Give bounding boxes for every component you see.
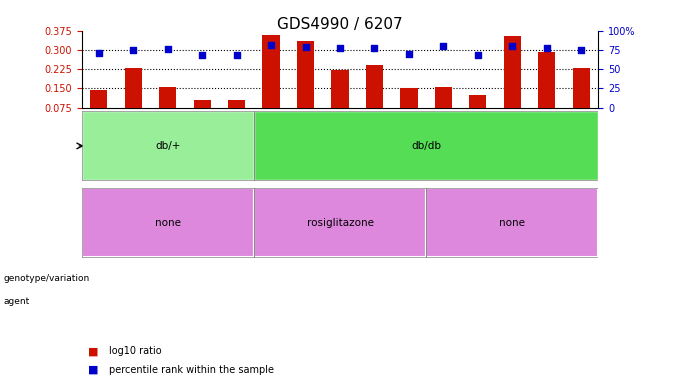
Point: [541, 45, 552, 51]
Bar: [331, 70, 349, 127]
Text: rosiglitazone: rosiglitazone: [307, 218, 373, 228]
Bar: [124, 68, 142, 127]
Text: agent: agent: [3, 297, 30, 306]
FancyBboxPatch shape: [254, 188, 426, 257]
Point: [266, 42, 277, 48]
FancyBboxPatch shape: [426, 188, 598, 257]
Bar: [262, 35, 279, 127]
Point: [473, 52, 483, 58]
FancyBboxPatch shape: [82, 188, 254, 257]
Point: [300, 44, 311, 50]
Bar: [573, 68, 590, 127]
Bar: [401, 88, 418, 127]
Point: [197, 52, 207, 58]
Bar: [159, 87, 176, 127]
Text: none: none: [499, 218, 525, 228]
Text: none: none: [155, 218, 181, 228]
Text: genotype/variation: genotype/variation: [3, 274, 90, 283]
Bar: [504, 36, 521, 127]
Bar: [194, 100, 211, 127]
FancyBboxPatch shape: [254, 111, 598, 180]
Point: [369, 45, 380, 51]
Text: ■: ■: [88, 346, 99, 356]
Bar: [435, 87, 452, 127]
FancyBboxPatch shape: [82, 111, 254, 180]
Bar: [228, 100, 245, 127]
Bar: [469, 95, 486, 127]
Point: [128, 47, 139, 53]
Text: percentile rank within the sample: percentile rank within the sample: [109, 365, 274, 375]
Point: [403, 51, 414, 57]
Point: [93, 50, 104, 56]
Bar: [538, 53, 556, 127]
Point: [231, 51, 242, 58]
Bar: [90, 89, 107, 127]
Point: [507, 43, 517, 49]
Bar: [366, 65, 383, 127]
Text: db/+: db/+: [155, 141, 180, 151]
Point: [335, 45, 345, 51]
Text: log10 ratio: log10 ratio: [109, 346, 161, 356]
Text: GDS4990 / 6207: GDS4990 / 6207: [277, 17, 403, 32]
Text: ■: ■: [88, 365, 99, 375]
Bar: [297, 41, 314, 127]
Point: [438, 43, 449, 49]
Point: [163, 46, 173, 52]
Text: db/db: db/db: [411, 141, 441, 151]
Point: [576, 47, 587, 53]
